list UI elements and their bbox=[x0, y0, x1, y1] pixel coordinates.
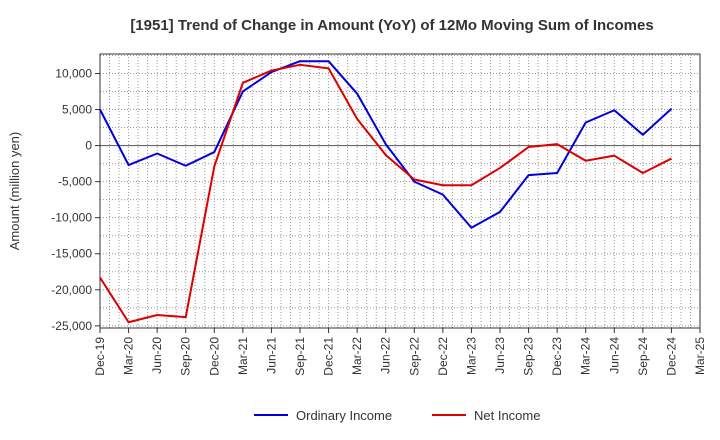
plot-frame bbox=[99, 53, 701, 329]
x-tick-label: Jun-22 bbox=[379, 337, 393, 374]
plot-area: 10,000 5,000 0 -5,000 -10,000 -15,000 -20,000 -… bbox=[51, 53, 707, 376]
x-tick-label: Jun-24 bbox=[607, 337, 621, 374]
x-tick-label: Sep-23 bbox=[522, 337, 536, 376]
x-tick-label: Dec-19 bbox=[93, 337, 107, 376]
x-tick-label: Sep-22 bbox=[407, 337, 421, 376]
x-tick-label: Sep-20 bbox=[179, 337, 193, 376]
x-tick-label: Jun-20 bbox=[150, 337, 164, 374]
series-line-net-income bbox=[99, 63, 672, 324]
x-tick-label: Mar-21 bbox=[236, 337, 250, 375]
x-tick-label: Sep-21 bbox=[293, 337, 307, 376]
x-tick-label: Mar-24 bbox=[579, 337, 593, 375]
y-tick-label: 5,000 bbox=[62, 103, 92, 117]
x-tick-label: Mar-25 bbox=[693, 337, 707, 375]
x-tick-label: Mar-22 bbox=[350, 337, 364, 375]
legend-label-ordinary-income: Ordinary Income bbox=[296, 408, 392, 423]
y-tick-label: -20,000 bbox=[51, 283, 92, 297]
x-tick-label: Dec-22 bbox=[436, 337, 450, 376]
x-tick-label: Dec-24 bbox=[664, 337, 678, 376]
plot-background bbox=[100, 54, 700, 328]
y-tick-label: -5,000 bbox=[58, 175, 92, 189]
y-tick-label: -15,000 bbox=[51, 247, 92, 261]
x-tick-label: Dec-23 bbox=[550, 337, 564, 376]
y-tick-label: 10,000 bbox=[55, 66, 92, 80]
y-tick-label: 0 bbox=[85, 139, 92, 153]
x-tick-label: Mar-23 bbox=[464, 337, 478, 375]
legend: Ordinary Income Net Income bbox=[254, 408, 540, 423]
x-tick-label: Jun-23 bbox=[493, 337, 507, 374]
chart-title: [1951] Trend of Change in Amount (YoY) o… bbox=[130, 17, 653, 34]
x-tick-label: Dec-21 bbox=[322, 337, 336, 376]
x-tick-label: Jun-21 bbox=[264, 337, 278, 374]
y-tick-label: -10,000 bbox=[51, 211, 92, 225]
y-tick-label: -25,000 bbox=[51, 319, 92, 333]
series-line-ordinary-income bbox=[99, 60, 673, 229]
x-tick-label: Sep-24 bbox=[636, 337, 650, 376]
x-tick-label: Mar-20 bbox=[122, 337, 136, 375]
y-axis-label: Amount (million yen) bbox=[7, 132, 22, 251]
x-tick-label: Dec-20 bbox=[207, 337, 221, 376]
legend-label-net-income: Net Income bbox=[474, 408, 540, 423]
